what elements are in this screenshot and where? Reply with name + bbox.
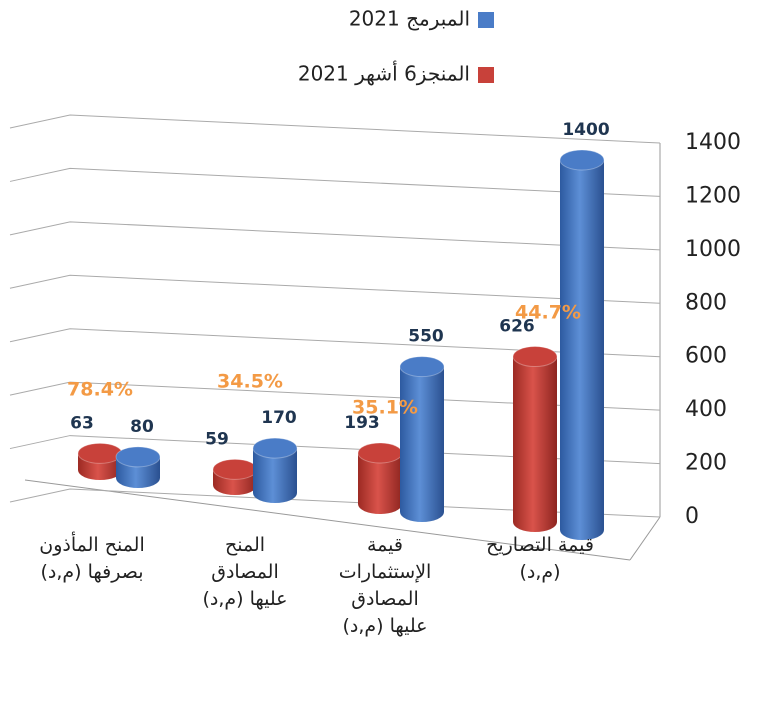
- legend-swatch: [478, 12, 494, 28]
- value-label: 193: [344, 413, 380, 433]
- value-label: 63: [70, 413, 94, 433]
- x-tick-label: قيمة الإستثمارات المصادق عليها (م,د): [339, 534, 432, 637]
- x-tick-label: المنح المصادق عليها (م,د): [202, 534, 287, 610]
- legend-label: المنجز6 أشهر 2021: [298, 61, 470, 86]
- cylinder-top: [512, 346, 558, 368]
- value-label: 1400: [562, 120, 609, 140]
- cylinder: [358, 452, 402, 514]
- y-tick-label: 1200: [685, 183, 741, 208]
- y-tick-label: 600: [685, 344, 727, 369]
- floor-edge: [24, 479, 631, 561]
- cylinder-top: [559, 149, 605, 171]
- cylinder-top: [212, 458, 258, 480]
- floor-edge: [629, 516, 661, 561]
- percent-label: 34.5%: [217, 371, 283, 393]
- cylinder-top: [77, 442, 123, 464]
- grid-line: [9, 167, 661, 197]
- value-label: 59: [205, 429, 229, 449]
- cylinder: [253, 448, 297, 503]
- cylinder-top: [399, 356, 445, 378]
- value-label: 626: [499, 317, 535, 337]
- value-label: 170: [261, 408, 297, 428]
- value-label: 80: [130, 417, 154, 437]
- value-label: 550: [408, 327, 444, 347]
- grid-line: [9, 221, 661, 251]
- cylinder-top: [357, 442, 403, 464]
- legend-swatch: [478, 67, 494, 83]
- grid-line: [9, 328, 661, 358]
- grid-line: [9, 274, 661, 304]
- percent-label: 78.4%: [67, 379, 133, 401]
- cylinder-top: [252, 437, 298, 459]
- cylinder: [560, 160, 604, 540]
- percent-label: 35.1%: [352, 397, 418, 419]
- cylinder-top: [115, 446, 161, 468]
- x-tick-label: المنح المأذون بصرفها (م,د): [39, 531, 145, 583]
- y-tick-label: 800: [685, 290, 727, 315]
- y-tick-label: 1000: [685, 237, 741, 262]
- y-tick-label: 200: [685, 451, 727, 476]
- cylinder: [400, 366, 444, 522]
- grid-line: [9, 488, 661, 518]
- grid-line: [9, 114, 661, 144]
- legend-label: المبرمج 2021: [349, 7, 470, 31]
- y-tick-label: 1400: [685, 130, 741, 155]
- y-tick-label: 400: [685, 397, 727, 422]
- grid-line: [9, 381, 661, 411]
- y-tick-label: 0: [685, 504, 699, 529]
- x-tick-label: قيمة التصاريح (م,د): [486, 534, 594, 583]
- percent-label: 44.7%: [515, 302, 581, 324]
- cylinder: [513, 356, 557, 532]
- grid-line: [9, 435, 661, 465]
